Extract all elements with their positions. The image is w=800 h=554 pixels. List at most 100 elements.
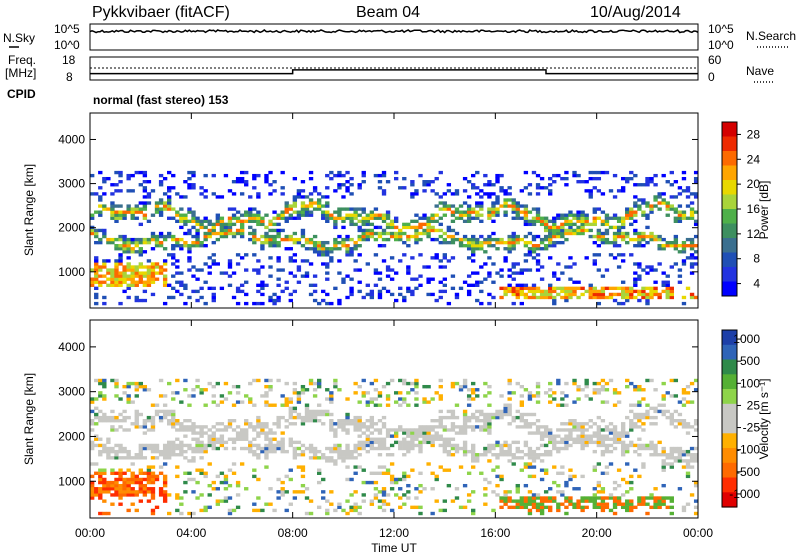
heatmap-cell xyxy=(616,244,622,248)
heatmap-cell xyxy=(134,388,139,392)
heatmap-cell xyxy=(385,471,391,475)
heatmap-cell xyxy=(365,428,370,432)
heatmap-cell xyxy=(353,213,358,217)
heatmap-cell xyxy=(414,384,419,389)
nsearch-tick-bottom: 10^0 xyxy=(708,38,734,52)
heatmap-cell xyxy=(150,422,156,426)
heatmap-cell xyxy=(519,400,524,404)
heatmap-cell xyxy=(256,431,261,435)
heatmap-cell xyxy=(523,216,529,220)
heatmap-cell xyxy=(239,446,245,451)
heatmap-cell xyxy=(458,237,464,242)
heatmap-cell xyxy=(110,210,115,214)
heatmap-cell xyxy=(681,210,687,214)
x-tick-label: 20:00 xyxy=(582,526,612,540)
heatmap-cell xyxy=(588,440,593,445)
heatmap-cell xyxy=(235,493,241,497)
heatmap-cell xyxy=(653,198,658,202)
heatmap-cell xyxy=(381,231,387,236)
heatmap-cell xyxy=(633,173,638,178)
heatmap-cell xyxy=(244,301,249,306)
heatmap-cell xyxy=(531,292,537,297)
heatmap-cell xyxy=(535,253,541,257)
heatmap-cell xyxy=(458,286,464,291)
heatmap-cell xyxy=(629,292,634,297)
heatmap-cell xyxy=(596,189,602,193)
heatmap-cell xyxy=(231,213,237,217)
heatmap-cell xyxy=(126,384,131,389)
heatmap-cell xyxy=(98,195,103,199)
heatmap-cell xyxy=(580,431,585,435)
heatmap-cell xyxy=(527,183,533,187)
heatmap-cell xyxy=(239,462,245,466)
heatmap-cell xyxy=(641,201,646,205)
heatmap-cell xyxy=(175,465,180,469)
heatmap-cell xyxy=(199,493,204,497)
heatmap-cell xyxy=(199,225,204,230)
heatmap-cell xyxy=(641,502,646,506)
heatmap-cell xyxy=(292,253,298,257)
heatmap-cell xyxy=(410,289,415,294)
heatmap-cell xyxy=(102,397,107,401)
heatmap-cell xyxy=(118,262,123,266)
heatmap-cell xyxy=(203,403,208,407)
heatmap-cell xyxy=(122,274,127,278)
heatmap-cell xyxy=(260,247,265,251)
heatmap-cell xyxy=(195,228,200,233)
colorbar-swatch xyxy=(722,238,737,253)
heatmap-cell xyxy=(377,490,383,494)
heatmap-cell xyxy=(276,268,281,272)
heatmap-cell xyxy=(122,471,127,475)
heatmap-cell xyxy=(219,428,225,432)
heatmap-cell xyxy=(394,219,399,223)
heatmap-cell xyxy=(199,268,204,272)
colorbar-swatch xyxy=(722,252,737,268)
heatmap-cell xyxy=(203,443,208,448)
heatmap-cell xyxy=(288,234,293,239)
heatmap-cell xyxy=(507,496,512,500)
heatmap-cell xyxy=(479,213,484,217)
heatmap-cell xyxy=(600,170,606,175)
heatmap-cell xyxy=(304,207,310,211)
heatmap-cell xyxy=(231,271,237,275)
heatmap-cell xyxy=(653,499,658,503)
heatmap-cell xyxy=(215,446,220,451)
heatmap-cell xyxy=(629,213,634,217)
heatmap-cell xyxy=(426,219,431,223)
heatmap-cell xyxy=(191,456,196,460)
heatmap-cell xyxy=(239,213,245,217)
heatmap-cell xyxy=(475,388,480,392)
heatmap-cell xyxy=(568,231,573,236)
heatmap-cell xyxy=(515,207,520,211)
heatmap-cell xyxy=(345,397,350,401)
heatmap-cell xyxy=(288,247,293,251)
heatmap-cell xyxy=(580,443,585,448)
heatmap-cell xyxy=(150,480,156,485)
heatmap-cell xyxy=(256,268,261,272)
heatmap-cell xyxy=(495,456,500,460)
heatmap-cell xyxy=(381,425,387,429)
heatmap-cell xyxy=(685,384,691,389)
heatmap-cell xyxy=(288,502,293,506)
heatmap-cell xyxy=(539,453,545,457)
heatmap-cell xyxy=(175,508,180,513)
heatmap-cell xyxy=(207,222,212,227)
heatmap-cell xyxy=(377,213,383,217)
heatmap-cell xyxy=(645,213,650,217)
heatmap-cell xyxy=(600,234,606,239)
heatmap-cell xyxy=(333,225,338,230)
heatmap-cell xyxy=(515,234,520,239)
heatmap-cell xyxy=(592,210,597,214)
heatmap-cell xyxy=(167,412,172,417)
heatmap-cell xyxy=(438,394,443,398)
heatmap-cell xyxy=(162,262,168,266)
heatmap-cell xyxy=(576,487,581,491)
heatmap-cell xyxy=(381,446,387,451)
heatmap-cell xyxy=(288,271,293,275)
heatmap-cell xyxy=(90,440,95,445)
heatmap-cell xyxy=(215,474,220,479)
heatmap-cell xyxy=(373,207,379,211)
heatmap-cell xyxy=(276,477,281,482)
heatmap-cell xyxy=(649,180,654,184)
